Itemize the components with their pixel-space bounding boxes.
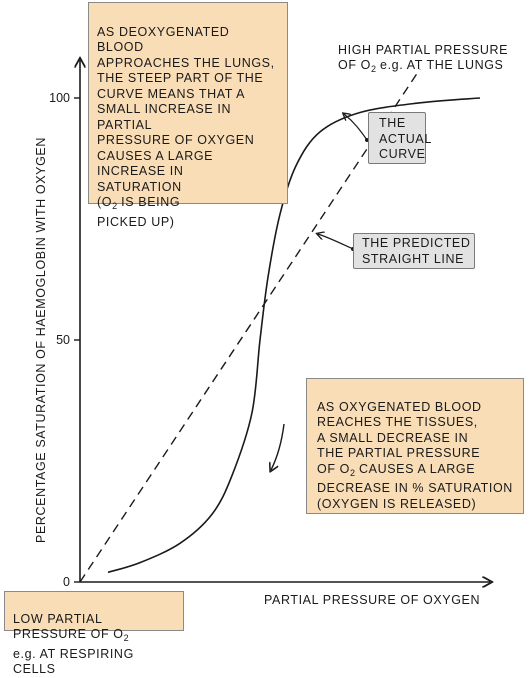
deoxygenated-note-end: IS BEING PICKED UP)	[97, 195, 181, 229]
y-axis-label: PERCENTAGE SATURATION OF HAEMOGLOBIN WIT…	[34, 137, 48, 543]
high-pressure-note: HIGH PARTIAL PRESSURE OF O2 e.g. AT THE L…	[338, 27, 528, 78]
deoxygenated-note-o2: (O	[97, 195, 113, 209]
y-tick-label-0: 0	[63, 575, 70, 589]
high-pressure-line2: OF O	[338, 58, 371, 72]
low-pressure-sub: 2	[123, 633, 129, 643]
predicted-line-pointer	[318, 234, 354, 250]
predicted-line-label: THE PREDICTED STRAIGHT LINE	[353, 233, 475, 269]
deoxygenated-note-o2-sub: 2	[112, 201, 118, 211]
high-pressure-line1: HIGH PARTIAL PRESSURE	[338, 42, 509, 57]
actual-curve	[107, 97, 481, 574]
actual-curve-label: THE ACTUAL CURVE	[368, 112, 431, 164]
oxygenated-note-text: AS OXYGENATED BLOOD REACHES THE TISSUES,…	[317, 399, 482, 461]
y-tick-label-50: 50	[56, 333, 70, 347]
low-pressure-line1: LOW PARTIAL PRESSURE OF O	[13, 611, 124, 642]
down-arrow	[271, 423, 285, 470]
deoxygenated-blood-note: AS DEOXYGENATED BLOOD APPROACHES THE LUN…	[88, 2, 288, 229]
high-pressure-line2-end: e.g. AT THE LUNGS	[375, 58, 504, 72]
deoxygenated-note-text: AS DEOXYGENATED BLOOD APPROACHES THE LUN…	[97, 24, 275, 194]
oxygenated-note-rest: CAUSES A LARGE DECREASE IN % SATURATION …	[317, 461, 513, 511]
low-pressure-note: LOW PARTIAL PRESSURE OF O2 e.g. AT RESPIR…	[4, 591, 184, 676]
oxygenated-blood-note: AS OXYGENATED BLOOD REACHES THE TISSUES,…	[306, 378, 524, 514]
y-tick-label-100: 100	[49, 91, 70, 105]
low-pressure-line2: e.g. AT RESPIRING CELLS	[13, 646, 134, 677]
high-pressure-sub: 2	[370, 64, 376, 74]
actual-curve-pointer	[344, 114, 368, 141]
oxygenated-note-sub: 2	[349, 467, 355, 478]
oxygenated-note-of: OF O	[317, 461, 350, 476]
x-axis-label: PARTIAL PRESSURE OF OXYGEN	[264, 593, 480, 607]
predicted-straight-line	[79, 68, 421, 583]
